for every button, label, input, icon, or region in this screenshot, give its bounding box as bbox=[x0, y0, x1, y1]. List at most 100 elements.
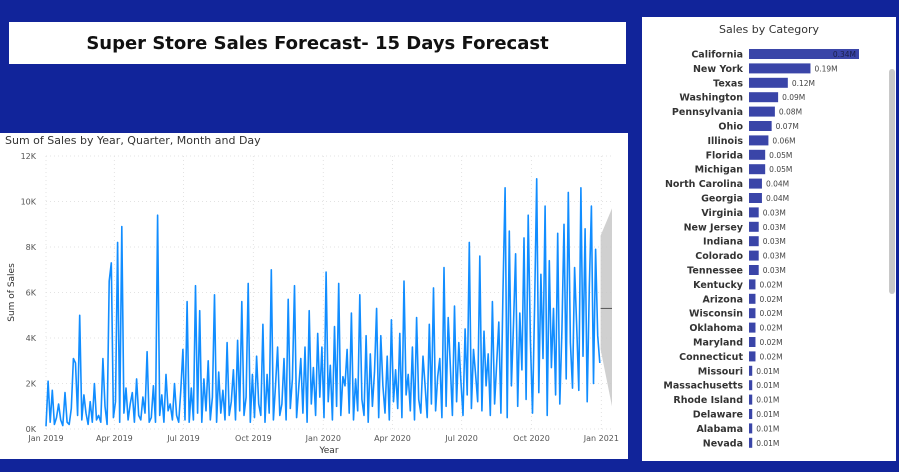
y-tick-label: 6K bbox=[26, 289, 37, 298]
bar-data-label: 0.05M bbox=[769, 151, 792, 160]
bar-category-label: Pennsylvania bbox=[672, 107, 743, 118]
bar-chart[interactable]: California 0.34M New York 0.19M Texas 0.12M Wa… bbox=[642, 17, 896, 461]
x-tick-label: Jan 2020 bbox=[305, 434, 341, 443]
bar-category-label: Tennessee bbox=[687, 266, 743, 277]
x-tick-label: Jan 2019 bbox=[27, 434, 63, 443]
bar-data-label: 0.03M bbox=[763, 208, 786, 217]
bar[interactable] bbox=[749, 106, 775, 117]
bar-data-label: 0.12M bbox=[792, 79, 815, 88]
bar[interactable] bbox=[749, 437, 753, 448]
bar[interactable] bbox=[749, 49, 859, 59]
bar[interactable] bbox=[749, 380, 753, 391]
bar-category-label: Rhode Island bbox=[673, 395, 743, 406]
bar-data-label: 0.04M bbox=[766, 194, 789, 203]
y-tick-label: 8K bbox=[26, 243, 37, 252]
bar[interactable] bbox=[749, 135, 769, 146]
bar-category-label: Alabama bbox=[696, 424, 743, 435]
bar-data-label: 0.02M bbox=[759, 309, 782, 318]
bar[interactable] bbox=[749, 250, 759, 261]
bar-data-label: 0.04M bbox=[766, 180, 789, 189]
bar-data-label: 0.01M bbox=[756, 439, 779, 448]
bar-category-label: Wisconsin bbox=[689, 309, 743, 320]
bar-category-label: Michigan bbox=[695, 165, 744, 176]
y-tick-label: 0K bbox=[26, 425, 37, 434]
bar-category-label: Colorado bbox=[695, 251, 743, 262]
x-axis-label: Year bbox=[318, 446, 338, 456]
bar-data-label: 0.02M bbox=[759, 295, 782, 304]
bar-chart-scrollbar[interactable] bbox=[889, 69, 895, 294]
bar-data-label: 0.03M bbox=[763, 223, 786, 232]
bar-category-label: Texas bbox=[713, 78, 743, 89]
bar-data-label: 0.01M bbox=[756, 410, 779, 419]
bar-category-label: North Carolina bbox=[665, 179, 743, 190]
bar-category-label: Delaware bbox=[693, 410, 743, 421]
bar-category-label: Illinois bbox=[707, 136, 743, 147]
bar-category-label: Nevada bbox=[703, 438, 743, 449]
bar[interactable] bbox=[749, 236, 759, 247]
bar-category-label: Virginia bbox=[701, 208, 743, 219]
bar-category-label: California bbox=[691, 50, 743, 61]
bar[interactable] bbox=[749, 293, 756, 304]
sales-series-line[interactable] bbox=[45, 177, 601, 427]
bar-category-label: Massachusetts bbox=[663, 381, 743, 392]
bar[interactable] bbox=[749, 279, 756, 290]
bar-data-label: 0.05M bbox=[769, 165, 792, 174]
bar-data-label: 0.02M bbox=[759, 352, 782, 361]
footer-strip bbox=[0, 461, 899, 472]
bar-category-label: New Jersey bbox=[684, 222, 744, 233]
bar[interactable] bbox=[749, 63, 811, 74]
bar-data-label: 0.01M bbox=[756, 381, 779, 390]
bar[interactable] bbox=[749, 92, 779, 103]
bar-data-label: 0.02M bbox=[759, 280, 782, 289]
forecast-confidence-band[interactable] bbox=[600, 208, 612, 407]
x-tick-label: Oct 2019 bbox=[235, 434, 272, 443]
bar-category-label: New York bbox=[693, 64, 744, 75]
bar[interactable] bbox=[749, 149, 766, 160]
bar[interactable] bbox=[749, 322, 756, 333]
y-axis-label: Sum of Sales bbox=[7, 263, 17, 322]
bar[interactable] bbox=[749, 423, 753, 434]
bar-data-label: 0.01M bbox=[756, 367, 779, 376]
bar-data-label: 0.03M bbox=[763, 266, 786, 275]
line-chart[interactable]: 0K 2K 4K 6K 8K 10K 12K Jan 2019 Apr 2019 Jul 2019… bbox=[0, 133, 628, 459]
bar-category-label: Maryland bbox=[693, 338, 743, 349]
bar-category-label: Florida bbox=[706, 150, 743, 161]
bar[interactable] bbox=[749, 221, 759, 232]
bar-data-label: 0.01M bbox=[756, 424, 779, 433]
bar[interactable] bbox=[749, 308, 756, 319]
page-title: Super Store Sales Forecast- 15 Days Fore… bbox=[86, 32, 549, 54]
y-tick-label: 4K bbox=[26, 334, 37, 343]
x-tick-label: Oct 2020 bbox=[513, 434, 550, 443]
bar[interactable] bbox=[749, 193, 762, 203]
bar[interactable] bbox=[749, 207, 759, 218]
bar-chart-title: Sales by Category bbox=[718, 23, 819, 36]
bar[interactable] bbox=[749, 337, 756, 347]
line-chart-card[interactable]: Sum of Sales by Year, Quarter, Month and… bbox=[0, 133, 628, 459]
bar-category-label: Connecticut bbox=[679, 352, 743, 363]
bar-data-label: 0.09M bbox=[782, 93, 805, 102]
bar-data-label: 0.02M bbox=[759, 338, 782, 347]
bar[interactable] bbox=[749, 121, 772, 131]
bar-data-label: 0.01M bbox=[756, 396, 779, 405]
bar[interactable] bbox=[749, 265, 759, 275]
x-tick-label: Jul 2019 bbox=[166, 434, 200, 443]
bar[interactable] bbox=[749, 164, 766, 175]
bar-data-label: 0.34M bbox=[833, 50, 856, 59]
bar-data-label: 0.03M bbox=[763, 237, 786, 246]
bar-data-label: 0.07M bbox=[776, 122, 799, 131]
bar-category-label: Ohio bbox=[718, 122, 743, 133]
bar[interactable] bbox=[749, 365, 753, 376]
y-tick-label: 2K bbox=[26, 380, 37, 389]
bar-category-label: Missouri bbox=[698, 366, 743, 377]
bar-category-label: Washington bbox=[679, 93, 743, 104]
bar-data-label: 0.08M bbox=[779, 108, 802, 117]
bar-data-label: 0.02M bbox=[759, 324, 782, 333]
title-card: Super Store Sales Forecast- 15 Days Fore… bbox=[9, 22, 626, 64]
y-tick-label: 12K bbox=[21, 152, 37, 161]
bar[interactable] bbox=[749, 178, 762, 189]
bar-chart-card[interactable]: Sales by Category California 0.34M New Yor… bbox=[642, 17, 896, 461]
bar[interactable] bbox=[749, 77, 788, 88]
bar[interactable] bbox=[749, 409, 753, 419]
bar[interactable] bbox=[749, 394, 753, 405]
bar[interactable] bbox=[749, 351, 756, 362]
